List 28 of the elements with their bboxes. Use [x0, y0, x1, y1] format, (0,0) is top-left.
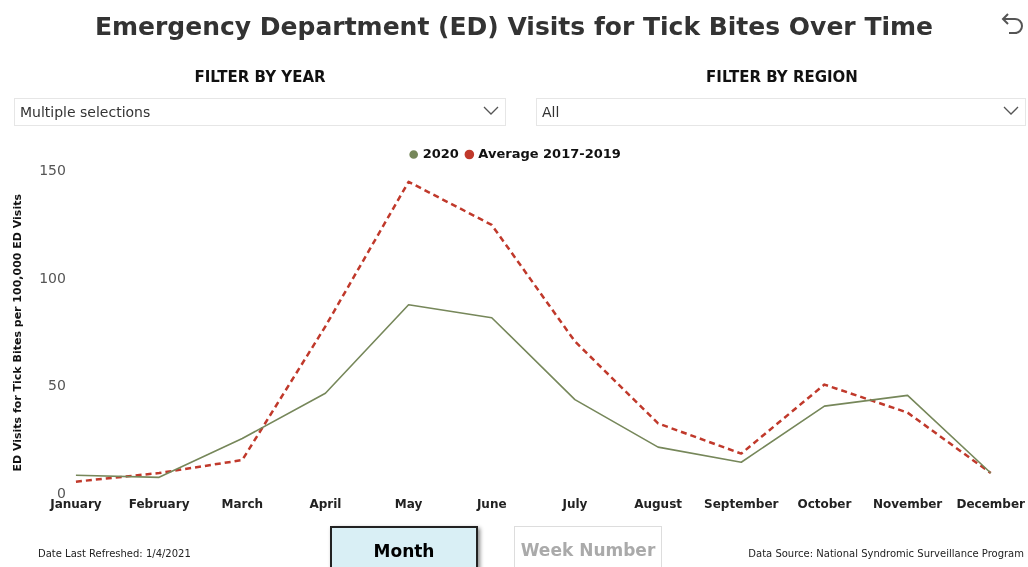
x-tick-label: October	[797, 496, 852, 511]
text: Multiple selections	[14, 98, 506, 126]
x-tick-label: March	[221, 496, 264, 511]
x-tick-label: April	[309, 496, 342, 511]
text: Month	[330, 526, 478, 567]
text: FILTER BY REGION	[705, 68, 859, 86]
y-axis-title: ED Visits for Tick Bites per 100,000 ED Visits	[11, 193, 25, 472]
y-tick-label: 50	[48, 377, 66, 394]
x-tick-label: September	[704, 496, 779, 511]
x-tick-label: July	[561, 496, 588, 511]
text: FILTER BY YEAR	[193, 68, 327, 86]
text: Date Last Refreshed: 1/4/2021	[38, 548, 191, 559]
y-tick-label: 100	[39, 269, 66, 286]
y-tick-label: 150	[39, 161, 66, 178]
x-tick-label: November	[872, 496, 943, 511]
x-tick-label: August	[634, 496, 683, 511]
source-note: Data Source: National Syndromic Surveillance Program	[748, 548, 1024, 559]
y-tick-label: 0	[57, 485, 66, 502]
x-tick-label: December	[956, 496, 1026, 511]
legend-label: Average 2017-2019	[478, 145, 621, 161]
x-tick-label: June	[475, 496, 507, 511]
text: All	[536, 98, 1026, 126]
x-tick-label: May	[394, 496, 423, 511]
x-tick-label: February	[128, 496, 190, 511]
line-series	[74, 180, 992, 483]
legend-label: 2020	[422, 145, 459, 161]
text: Week Number	[514, 526, 662, 567]
chart-title: Emergency Department (ED) Visits for Tick Bites Over Time	[93, 12, 935, 41]
